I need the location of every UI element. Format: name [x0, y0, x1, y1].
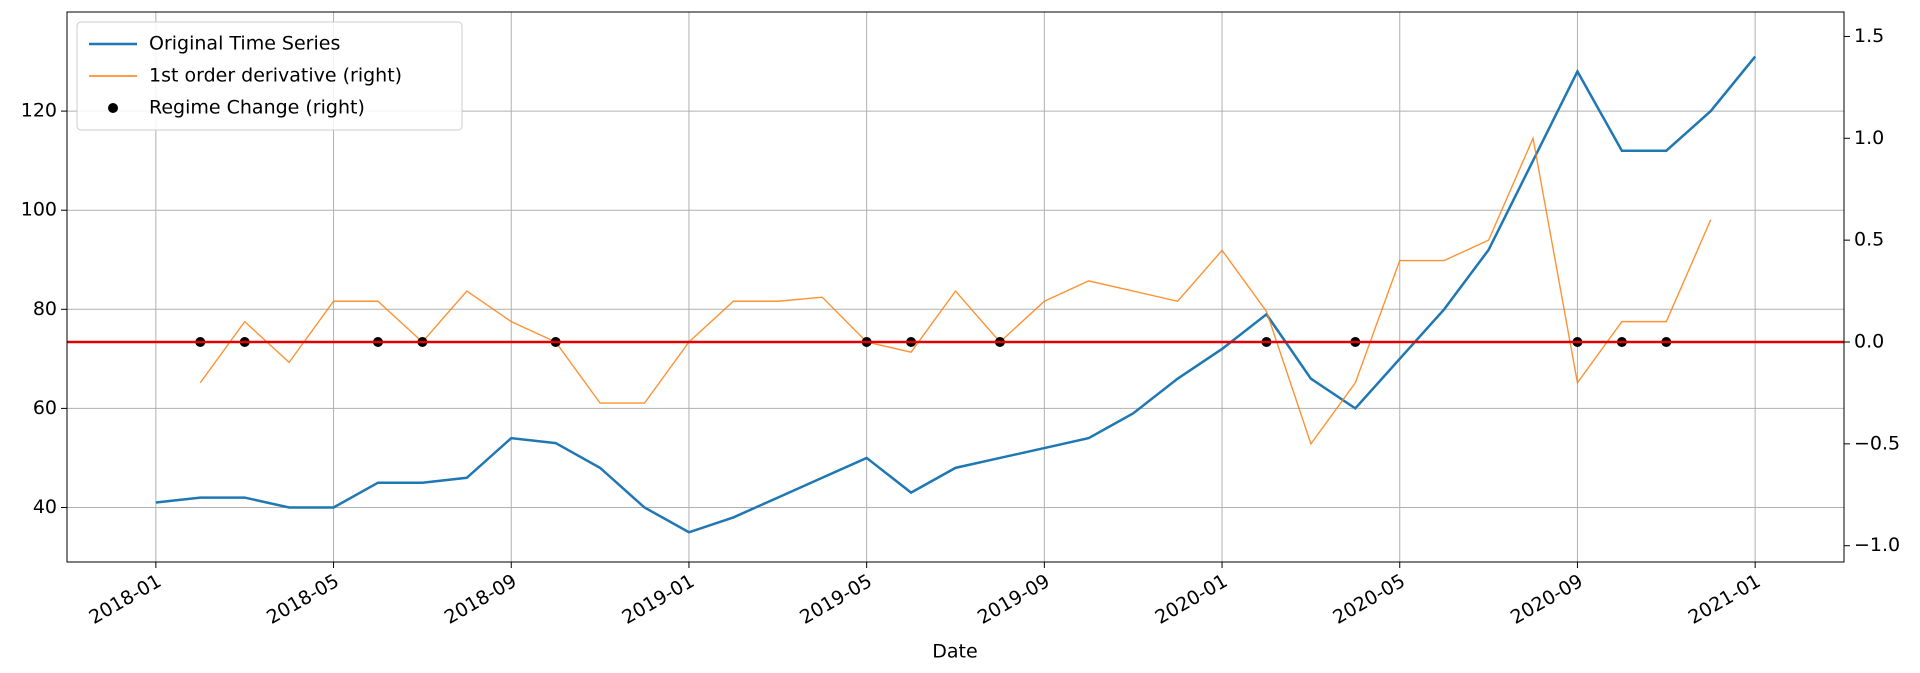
x-tick-label: 2020-09 [1507, 570, 1587, 629]
y-tick-label: 80 [33, 298, 57, 320]
legend-box [76, 21, 463, 131]
y2-tick-label: −0.5 [1854, 432, 1900, 454]
x-tick-label: 2018-09 [441, 570, 521, 629]
x-tick-label: 2020-01 [1152, 570, 1232, 629]
y2-tick-label: 0.5 [1854, 229, 1884, 251]
series-line [155, 55, 1757, 534]
legend-marker [108, 103, 118, 113]
x-tick-label: 2020-05 [1329, 570, 1409, 629]
y-tick-label: 40 [33, 496, 57, 518]
y-tick-label: 60 [33, 397, 57, 419]
y-tick-label: 120 [21, 100, 57, 122]
legend-label: 1st order derivative (right) [149, 65, 402, 87]
y2-tick-label: 1.0 [1854, 127, 1884, 149]
y2-tick-label: 1.5 [1854, 25, 1884, 47]
legend-label: Regime Change (right) [149, 97, 365, 119]
x-tick-label: 2018-05 [263, 570, 343, 629]
x-tick-label: 2019-05 [796, 570, 876, 629]
x-tick-label: 2021-01 [1685, 570, 1765, 629]
x-tick-label: 2019-09 [974, 570, 1054, 629]
y-tick-label: 100 [21, 199, 57, 221]
legend-label: Original Time Series [149, 33, 340, 55]
y2-tick-label: 0.0 [1854, 331, 1884, 353]
series-line [199, 135, 1712, 446]
x-tick-label: 2019-01 [618, 570, 698, 629]
x-axis-label: Date [932, 641, 977, 663]
plot-frame [66, 11, 1845, 563]
y2-tick-label: −1.0 [1854, 534, 1900, 556]
x-tick-label: 2018-01 [85, 570, 165, 629]
